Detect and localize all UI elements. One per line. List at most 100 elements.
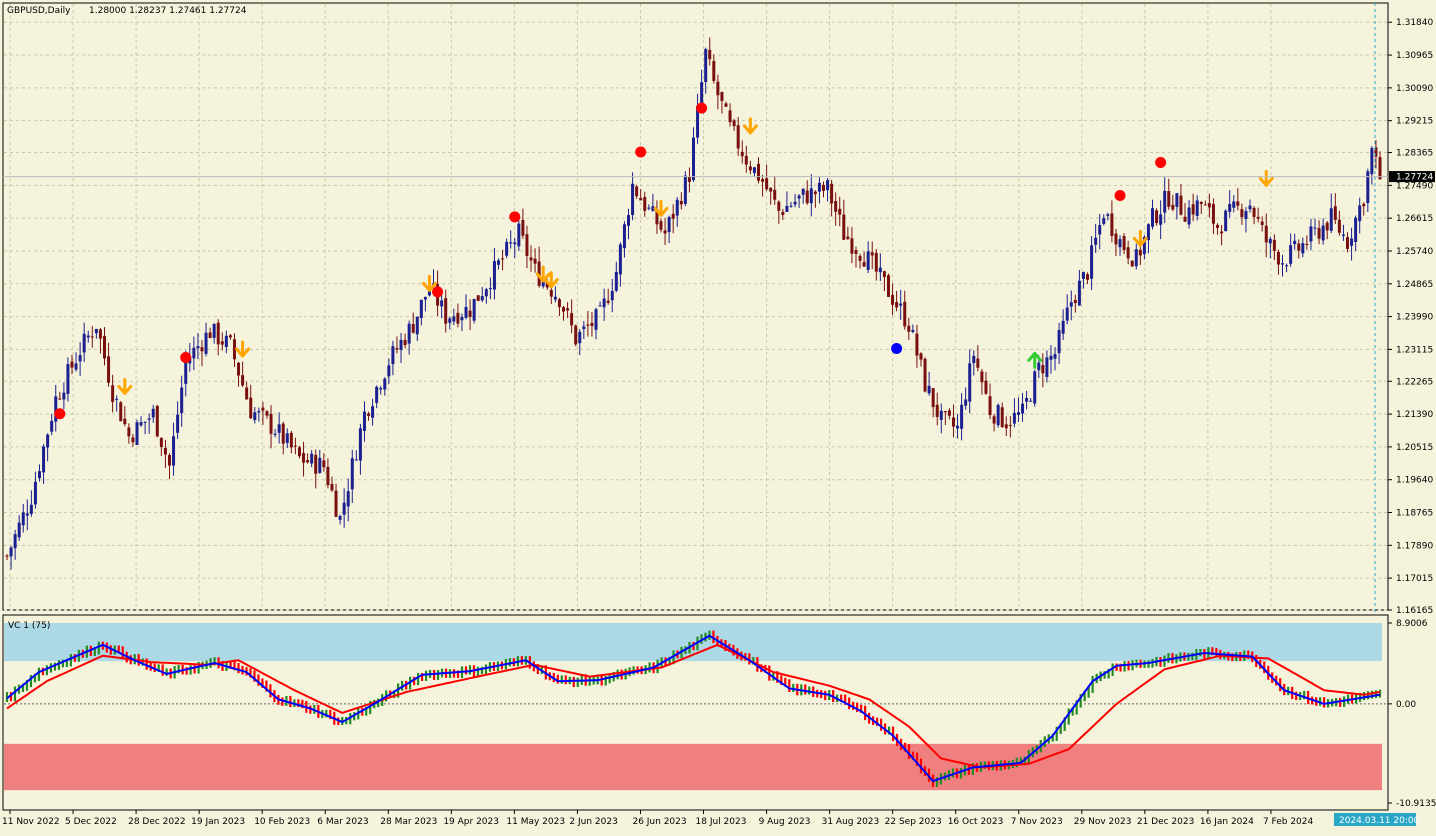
bear-candle — [846, 236, 850, 240]
bull-candle — [62, 392, 66, 400]
indicator-panel[interactable]: VC 1 (75) — [2, 614, 1389, 811]
fast-signal-line — [6, 634, 1381, 783]
bull-candle — [1370, 148, 1374, 175]
bull-candle — [1224, 210, 1228, 232]
bull-candle — [651, 206, 655, 211]
bull-candle — [497, 260, 501, 265]
bull-candle — [54, 396, 58, 422]
bull-candle — [1045, 357, 1049, 377]
price-tick-label: 1.28365 — [1396, 149, 1433, 159]
bear-candle — [943, 411, 947, 413]
bull-candle — [647, 207, 651, 209]
bear-candle — [395, 348, 399, 350]
bear-candle — [261, 407, 265, 411]
oversold-zone — [4, 743, 1382, 791]
bear-candle — [1272, 239, 1276, 251]
current-price-label: 1.27724 — [1396, 173, 1433, 183]
date-tick-label: 6 Mar 2023 — [317, 817, 368, 827]
bear-candle — [537, 261, 541, 286]
bull-candle — [1285, 265, 1289, 267]
indicator-tick-label: -10.9135 — [1396, 799, 1436, 809]
bear-candle — [200, 347, 204, 352]
bear-candle — [1256, 216, 1260, 219]
bull-candle — [809, 188, 813, 204]
date-tick-label: 28 Mar 2023 — [380, 817, 437, 827]
date-tick-label: 22 Sep 2023 — [885, 817, 942, 827]
bear-candle — [289, 432, 293, 448]
bull-candle — [1248, 205, 1252, 210]
bull-candle — [1033, 371, 1037, 404]
bull-candle — [1195, 200, 1199, 216]
bear-candle — [935, 404, 939, 417]
bull-candle — [1090, 245, 1094, 279]
bull-candle — [180, 387, 184, 414]
bull-candle — [610, 291, 614, 301]
bear-candle — [1264, 225, 1268, 243]
bear-candle — [895, 302, 899, 308]
ohlc-values: 1.28000 1.28237 1.27461 1.27724 — [89, 6, 247, 16]
bull-candle — [78, 355, 82, 362]
bull-candle — [505, 241, 509, 256]
bull-candle — [350, 458, 354, 490]
bear-candle — [167, 455, 171, 466]
bull-candle — [176, 414, 180, 433]
bull-candle — [42, 446, 46, 473]
bull-candle — [9, 547, 13, 557]
bear-candle — [671, 213, 675, 219]
price-grid — [4, 4, 1387, 611]
bear-candle — [1203, 204, 1207, 206]
date-tick-label: 10 Feb 2023 — [254, 817, 310, 827]
bull-candle — [1102, 218, 1106, 224]
bull-candle — [94, 328, 98, 334]
red-dot-marker — [696, 102, 708, 114]
date-tick-label: 21 Dec 2023 — [1137, 817, 1195, 827]
bull-candle — [1049, 355, 1053, 360]
bear-candle — [919, 353, 923, 360]
bull-candle — [911, 329, 915, 332]
bull-candle — [1228, 204, 1232, 212]
price-tick-label: 1.19640 — [1396, 476, 1433, 486]
bull-candle — [192, 347, 196, 359]
bull-candle — [553, 296, 557, 300]
signal-markers — [54, 102, 1274, 420]
bear-candle — [249, 397, 253, 419]
bull-candle — [517, 223, 521, 247]
bear-candle — [988, 396, 992, 416]
bull-candle — [1329, 208, 1333, 231]
bear-candle — [838, 208, 842, 215]
bull-candle — [1151, 208, 1155, 227]
sell-arrow-marker — [543, 271, 559, 289]
bull-candle — [1313, 227, 1317, 229]
bear-candle — [521, 219, 525, 236]
bear-candle — [1122, 236, 1126, 250]
sell-arrow-marker — [1132, 229, 1148, 247]
current-price-tag-bg — [1389, 171, 1435, 183]
bull-candle — [318, 457, 322, 473]
bear-candle — [830, 183, 834, 204]
bear-candle — [643, 197, 647, 211]
date-tick-label: 5 Dec 2022 — [65, 817, 117, 827]
bear-candle — [119, 402, 123, 422]
price-tick-label: 1.31840 — [1396, 18, 1433, 28]
price-tick-label: 1.29215 — [1396, 117, 1433, 127]
bear-candle — [874, 252, 878, 272]
bear-candle — [220, 341, 224, 345]
bull-candle — [1134, 249, 1138, 267]
bull-candle — [627, 215, 631, 226]
price-panel[interactable] — [2, 2, 1389, 611]
date-tick-label: 11 Nov 2022 — [2, 817, 60, 827]
bull-candle — [956, 425, 960, 429]
bear-candle — [1041, 365, 1045, 374]
bear-candle — [306, 459, 310, 463]
bull-candle — [1321, 225, 1325, 241]
bull-candle — [866, 251, 870, 270]
bear-candle — [1211, 204, 1215, 224]
bull-candle — [151, 408, 155, 418]
bull-candle — [285, 433, 289, 443]
bear-candle — [545, 282, 549, 288]
bear-candle — [980, 371, 984, 383]
bear-candle — [1317, 228, 1321, 239]
indicator-label: VC 1 (75) — [8, 621, 50, 631]
